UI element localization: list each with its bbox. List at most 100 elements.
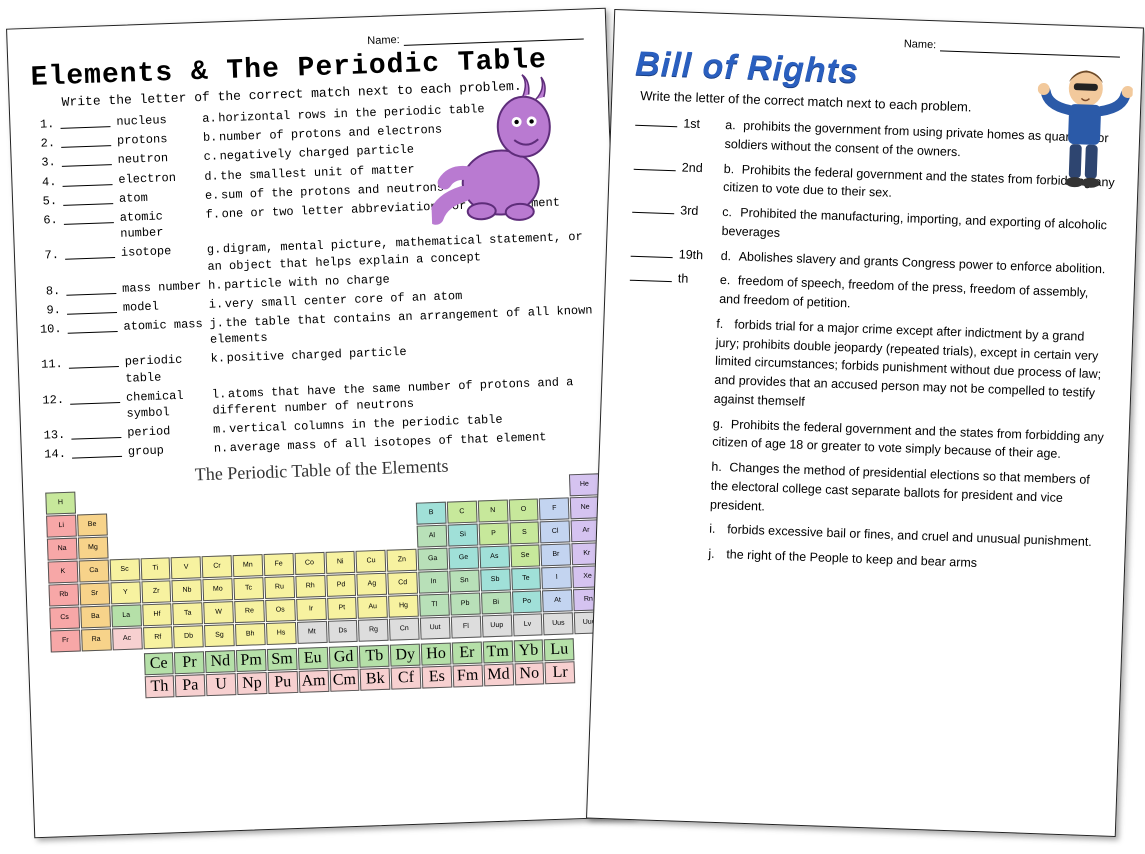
- element-cell: Ho: [421, 642, 452, 665]
- element-cell: Rb: [48, 583, 79, 606]
- element-cell: Tm: [482, 640, 513, 663]
- element-cell: Hs: [266, 622, 297, 645]
- item-number: 4.: [34, 173, 61, 190]
- term-label: isotope: [121, 242, 208, 261]
- element-cell: Ir: [296, 597, 327, 620]
- element-cell: Th: [144, 675, 175, 698]
- answer-blank[interactable]: [65, 245, 115, 260]
- term-label: 2nd: [681, 158, 724, 178]
- answer-blank[interactable]: [61, 152, 111, 167]
- element-cell: Cl: [540, 520, 571, 543]
- element-cell: Sm: [267, 648, 298, 671]
- choice-letter: a.: [202, 110, 219, 127]
- answer-blank[interactable]: [69, 354, 119, 369]
- definition-text: h.Changes the method of presidential ele…: [710, 458, 1106, 528]
- item-number: 1.: [32, 116, 59, 133]
- element-cell: Mg: [78, 536, 109, 559]
- element-cell: Te: [511, 567, 542, 590]
- item-number: 8.: [38, 283, 65, 300]
- element-cell: Po: [511, 590, 542, 613]
- element-cell: Ge: [448, 546, 479, 569]
- answer-blank[interactable]: [632, 200, 674, 214]
- element-cell: S: [509, 521, 540, 544]
- element-cell: Pd: [326, 573, 357, 596]
- answer-blank[interactable]: [62, 172, 112, 187]
- answer-blank[interactable]: [63, 210, 113, 225]
- choice-letter: g.: [207, 242, 224, 259]
- element-cell: F: [539, 497, 570, 520]
- element-cell: Bh: [235, 623, 266, 646]
- element-cell: P: [478, 522, 509, 545]
- element-cell: O: [508, 498, 539, 521]
- answer-blank[interactable]: [635, 113, 677, 127]
- term-label: th: [678, 270, 721, 290]
- choice-letter: g.: [713, 414, 732, 433]
- choice-letter: f.: [716, 315, 735, 334]
- answer-blank[interactable]: [634, 156, 676, 170]
- element-cell: Uus: [543, 612, 574, 635]
- answer-blank[interactable]: [71, 425, 121, 440]
- element-cell: Pr: [174, 651, 205, 674]
- answer-blank[interactable]: [631, 243, 673, 257]
- element-cell: Ds: [327, 619, 358, 642]
- choice-letter: b.: [723, 159, 742, 178]
- answer-blank[interactable]: [67, 319, 117, 334]
- element-cell: W: [203, 601, 234, 624]
- element-cell: B: [416, 501, 447, 524]
- element-cell: Rf: [143, 626, 174, 649]
- element-cell: Cs: [49, 606, 80, 629]
- item-number: 6.: [35, 212, 62, 229]
- choice-letter: a.: [725, 116, 744, 135]
- element-cell: Np: [237, 672, 268, 695]
- dinosaur-mascot-icon: [427, 70, 572, 225]
- element-cell: Sc: [109, 558, 140, 581]
- answer-blank[interactable]: [63, 191, 113, 206]
- item-number: 5.: [35, 193, 62, 210]
- answer-blank[interactable]: [70, 390, 120, 405]
- element-cell: La: [111, 604, 142, 627]
- element-cell: Si: [447, 523, 478, 546]
- element-cell: Pt: [327, 596, 358, 619]
- element-cell: Co: [294, 552, 325, 575]
- term-label: atom: [119, 188, 206, 207]
- element-cell: Hg: [388, 594, 419, 617]
- element-cell: N: [477, 499, 508, 522]
- element-cell: Cd: [387, 571, 418, 594]
- element-cell: Ac: [112, 627, 143, 650]
- term-label: 1st: [683, 114, 726, 134]
- element-cell: Os: [265, 599, 296, 622]
- answer-blank[interactable]: [67, 300, 117, 315]
- element-cell: Lr: [545, 661, 576, 684]
- choice-letter: i.: [209, 296, 226, 313]
- answer-blank[interactable]: [66, 281, 116, 296]
- element-cell: Tb: [359, 644, 390, 667]
- answer-blank[interactable]: [72, 444, 122, 459]
- element-cell: Rg: [358, 618, 389, 641]
- choice-letter: c.: [722, 203, 741, 222]
- list-item: h.Changes the method of presidential ele…: [620, 455, 1106, 528]
- element-cell: Lv: [512, 613, 543, 636]
- element-cell: Nd: [205, 650, 236, 673]
- element-cell: Au: [357, 595, 388, 618]
- term-label: 19th: [678, 245, 721, 265]
- element-cell: Fm: [452, 664, 483, 687]
- element-cell: Yb: [513, 639, 544, 662]
- choice-letter: b.: [203, 130, 220, 147]
- element-cell: Fl: [451, 615, 482, 638]
- answer-blank[interactable]: [60, 114, 110, 129]
- element-cell: As: [479, 545, 510, 568]
- element-cell: Bk: [360, 667, 391, 690]
- element-cell: Ni: [325, 550, 356, 573]
- element-cell: Mn: [233, 554, 264, 577]
- item-number: 14.: [44, 446, 71, 463]
- answer-blank[interactable]: [61, 133, 111, 148]
- element-cell: Cf: [391, 666, 422, 689]
- element-cell: C: [447, 500, 478, 523]
- element-cell: Bi: [481, 591, 512, 614]
- element-cell: Li: [46, 514, 77, 537]
- choice-letter: m.: [213, 421, 230, 438]
- answer-blank[interactable]: [630, 268, 672, 282]
- item-number: 11.: [41, 356, 68, 373]
- choice-letter: c.: [203, 149, 220, 166]
- element-cell: Am: [298, 669, 329, 692]
